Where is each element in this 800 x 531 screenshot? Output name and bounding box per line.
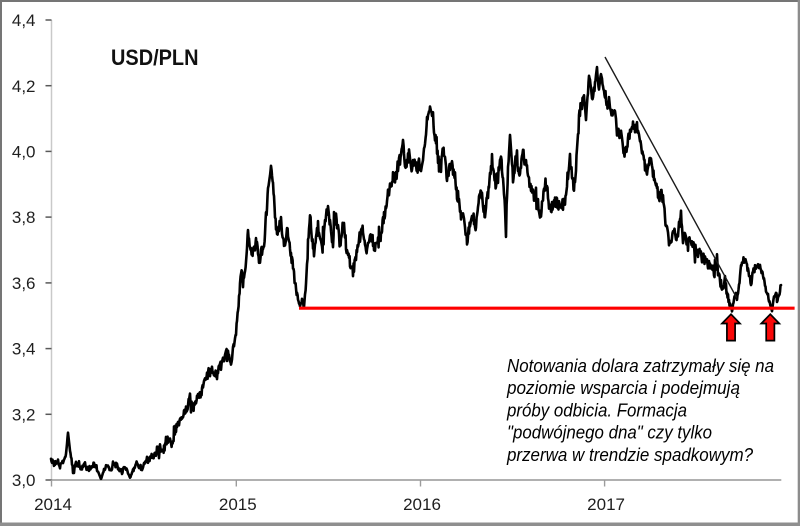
svg-text:2016: 2016: [403, 495, 441, 514]
svg-text:przerwa w trendzie spadkowym?: przerwa w trendzie spadkowym?: [506, 444, 754, 465]
svg-text:2017: 2017: [587, 495, 625, 514]
svg-text:4,2: 4,2: [12, 77, 36, 96]
svg-text:Notowania dolara zatrzymały si: Notowania dolara zatrzymały się na: [507, 355, 774, 376]
svg-text:3,2: 3,2: [12, 405, 36, 424]
svg-text:3,4: 3,4: [12, 340, 36, 359]
svg-text:poziomie wsparcia i podejmują: poziomie wsparcia i podejmują: [506, 377, 740, 398]
svg-text:"podwójnego dna" czy tylko: "podwójnego dna" czy tylko: [507, 422, 712, 443]
svg-text:2015: 2015: [219, 495, 257, 514]
svg-text:2014: 2014: [34, 495, 72, 514]
svg-text:4,0: 4,0: [12, 143, 36, 162]
svg-text:3,6: 3,6: [12, 274, 36, 293]
svg-text:USD/PLN: USD/PLN: [111, 45, 199, 70]
svg-text:4,4: 4,4: [12, 11, 36, 30]
svg-text:3,8: 3,8: [12, 208, 36, 227]
svg-text:3,0: 3,0: [12, 471, 36, 490]
svg-text:próby odbicia. Formacja: próby odbicia. Formacja: [506, 399, 687, 420]
